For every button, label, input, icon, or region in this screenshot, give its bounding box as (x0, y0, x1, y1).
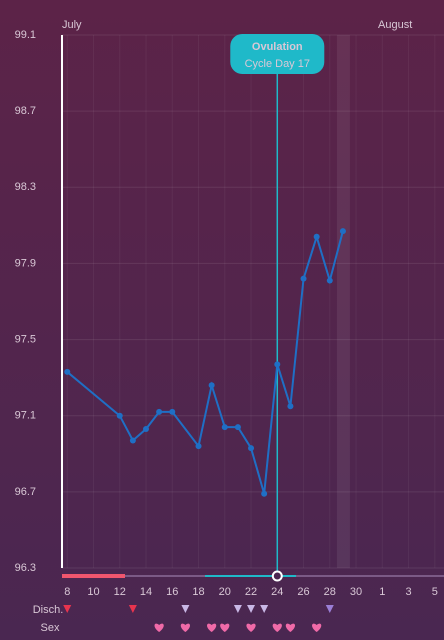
x-tick-label: 24 (271, 586, 283, 598)
x-tick-label: 1 (379, 586, 385, 598)
temperature-point (339, 228, 346, 235)
y-tick-label: 96.3 (15, 562, 36, 574)
x-tick-label: 16 (166, 586, 178, 598)
temperature-point (156, 408, 163, 415)
sex-icon (285, 623, 296, 632)
y-tick-label: 96.7 (15, 486, 36, 498)
x-tick-label: 14 (140, 586, 152, 598)
temperature-point (234, 424, 241, 431)
temperature-point (274, 361, 281, 368)
sex-icon (312, 623, 322, 632)
discharge-icon (325, 605, 334, 613)
row-label: Disch. (33, 604, 64, 616)
month-label: August (378, 19, 412, 31)
x-tick-label: 3 (405, 586, 411, 598)
x-tick-label: 5 (432, 586, 438, 598)
y-tick-label: 98.3 (15, 181, 36, 193)
sex-icon (220, 623, 230, 632)
y-tick-label: 97.9 (15, 257, 36, 269)
x-tick-label: 22 (245, 586, 257, 598)
y-tick-label: 97.1 (15, 410, 36, 422)
temperature-point (129, 437, 136, 444)
x-tick-label: 18 (192, 586, 204, 598)
callout-subtitle: Cycle Day 17 (245, 58, 310, 70)
ovulation-marker (271, 570, 283, 582)
temperature-point (195, 443, 202, 450)
sex-icon (207, 623, 217, 632)
temperature-point (248, 445, 255, 452)
temperature-point (169, 408, 176, 415)
today-band (336, 35, 350, 568)
y-tick-label: 97.5 (15, 333, 36, 345)
period-bar (62, 574, 125, 578)
sex-icon (272, 623, 282, 632)
x-tick-label: 30 (350, 586, 362, 598)
discharge-icon (233, 605, 242, 613)
y-tick-label: 99.1 (15, 29, 36, 41)
y-tick-label: 98.7 (15, 105, 36, 117)
temperature-point (300, 275, 307, 282)
ovulation-callout (230, 34, 325, 74)
callout-title: Ovulation (252, 41, 303, 53)
month-label: July (62, 19, 82, 31)
temperature-point (116, 412, 123, 419)
discharge-icon (128, 605, 137, 613)
x-tick-label: 20 (219, 586, 231, 598)
x-tick-label: 8 (64, 586, 70, 598)
temperature-point (313, 233, 320, 240)
temperature-point (326, 277, 333, 284)
temperature-point (261, 490, 268, 497)
sex-icon (246, 623, 256, 632)
sex-icon (180, 623, 191, 632)
temperature-point (64, 368, 71, 375)
x-tick-label: 26 (297, 586, 309, 598)
discharge-icon (181, 605, 190, 613)
x-tick-label: 12 (114, 586, 126, 598)
discharge-icon (63, 605, 72, 613)
row-label: Sex (41, 622, 60, 634)
discharge-icon (260, 605, 269, 613)
sex-icon (154, 623, 164, 632)
temperature-point (221, 424, 228, 431)
x-tick-label: 10 (87, 586, 99, 598)
discharge-icon (247, 605, 256, 613)
temperature-point (143, 426, 150, 433)
temperature-point (208, 382, 215, 389)
x-tick-label: 28 (324, 586, 336, 598)
temperature-point (287, 403, 294, 410)
